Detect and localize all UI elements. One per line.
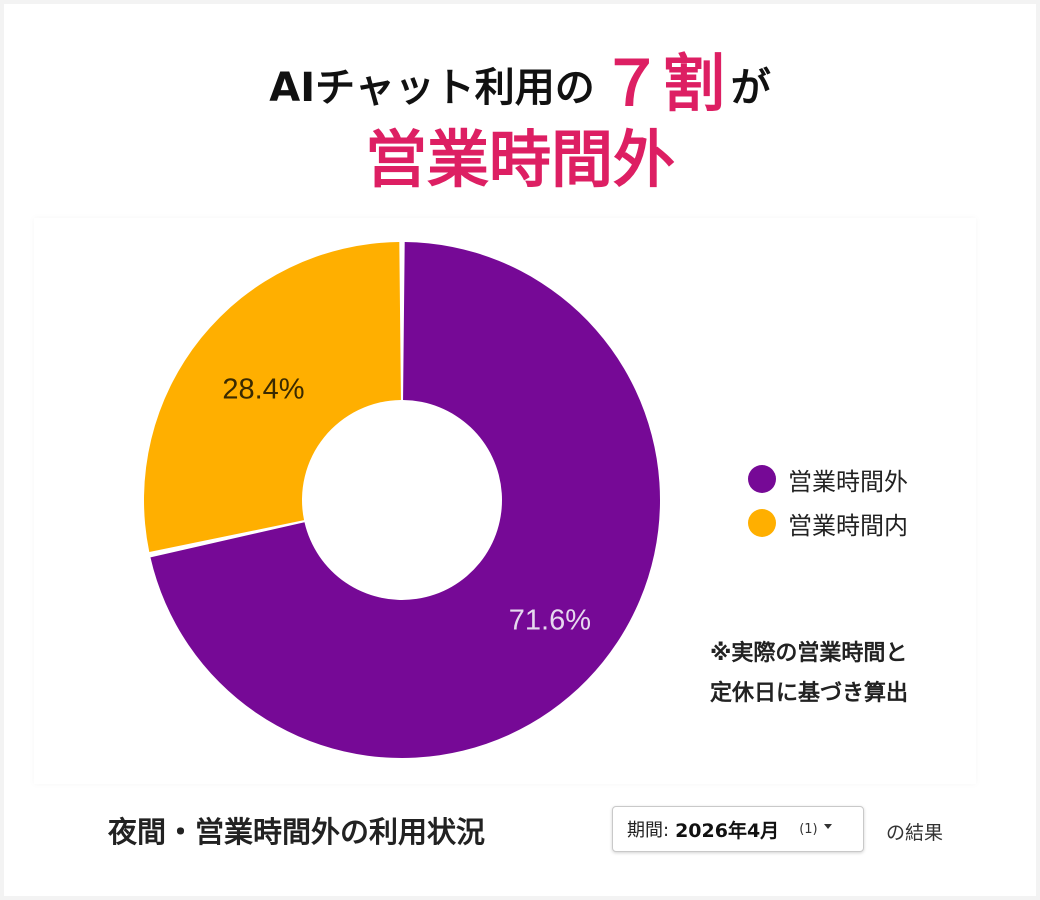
chart-legend: 営業時間外 営業時間内 <box>748 462 908 550</box>
legend-swatch-inside-hours <box>748 509 776 537</box>
headline-line1: AIチャット利用の７割が <box>0 44 1040 128</box>
slice-value-label-0: 71.6% <box>509 604 591 636</box>
caret-down-icon <box>823 823 832 829</box>
legend-item-inside-hours: 営業時間内 <box>748 506 908 540</box>
note-line1: ※実際の営業時間と <box>710 641 908 666</box>
period-dropdown[interactable]: 期間: 2026年4月 (1) <box>612 806 864 852</box>
donut-chart: 71.6% 28.4% <box>144 242 661 759</box>
slice-value-label-1: 28.4% <box>222 373 304 405</box>
headline-prefix: AIチャット利用の <box>269 65 595 111</box>
legend-label-outside-hours: 営業時間外 <box>788 467 908 496</box>
calculation-note: ※実際の営業時間と 定休日に基づき算出 <box>710 634 970 714</box>
legend-swatch-outside-hours <box>748 465 776 493</box>
donut-slice-0 <box>150 242 661 759</box>
legend-item-outside-hours: 営業時間外 <box>748 462 908 496</box>
headline-emphasis: ７割 <box>600 47 725 120</box>
chart-panel: 71.6% 28.4% 営業時間外 営業時間内 ※実際の営業時間と 定休日に基づき… <box>34 218 976 784</box>
legend-label-inside-hours: 営業時間内 <box>788 511 908 540</box>
period-value: 2026年4月 <box>675 819 780 842</box>
donut-slice-1 <box>144 242 401 553</box>
headline-suffix: が <box>730 65 771 111</box>
period-label: 期間: <box>627 820 670 841</box>
result-text: の結果 <box>886 822 944 844</box>
note-line2: 定休日に基づき算出 <box>710 681 909 706</box>
period-count: (1) <box>799 821 818 837</box>
headline-line2: 営業時間外 <box>364 123 675 196</box>
report-title: 夜間・営業時間外の利用状況 <box>108 815 486 849</box>
